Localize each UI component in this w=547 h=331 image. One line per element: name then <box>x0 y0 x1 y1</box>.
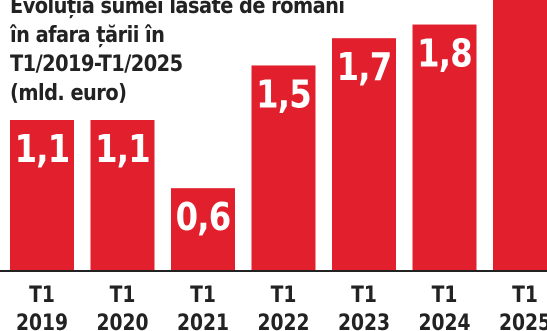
title-line-3: T1/2019-T1/2025 <box>10 52 183 77</box>
bar-t1-2019 <box>10 120 74 270</box>
tick-label-year: 2020 <box>96 310 148 331</box>
data-label: 1,8 <box>417 32 472 76</box>
data-label: 1,1 <box>15 128 70 172</box>
tick-label-year: 2024 <box>418 310 470 331</box>
tick-label-year: 2025 <box>499 310 547 331</box>
title-line-1: Evoluția sumei lăsate de români <box>10 0 345 19</box>
data-label: 1,7 <box>337 46 392 90</box>
data-label: 0,6 <box>176 196 231 240</box>
tick-label-year: 2022 <box>257 310 309 331</box>
tick-label-quarter: T1 <box>432 282 458 308</box>
title-line-4: (mld. euro) <box>10 81 127 106</box>
tick-label-quarter: T1 <box>190 282 216 308</box>
bar-t1-2020 <box>90 120 155 270</box>
title-line-2: în afara țării în <box>10 23 165 48</box>
bar-t1-2023 <box>332 38 396 270</box>
bar-t1-2021 <box>171 188 235 270</box>
tick-label-quarter: T1 <box>110 282 136 308</box>
tick-label-year: 2021 <box>177 310 229 331</box>
tick-label-quarter: T1 <box>271 282 297 308</box>
bar-t1-2024 <box>412 24 477 270</box>
tick-label-year: 2023 <box>338 310 390 331</box>
bar-t1-2022 <box>251 65 316 270</box>
bar-t1-2025 <box>493 0 547 270</box>
data-label: 1,5 <box>256 73 311 117</box>
chart-title: Evoluția sumei lăsate de români în afara… <box>10 0 345 108</box>
tick-label-quarter: T1 <box>351 282 377 308</box>
tick-label-quarter: T1 <box>512 282 538 308</box>
tick-label-quarter: T1 <box>29 282 55 308</box>
tick-label-year: 2019 <box>16 310 68 331</box>
data-label: 1,1 <box>95 128 150 172</box>
